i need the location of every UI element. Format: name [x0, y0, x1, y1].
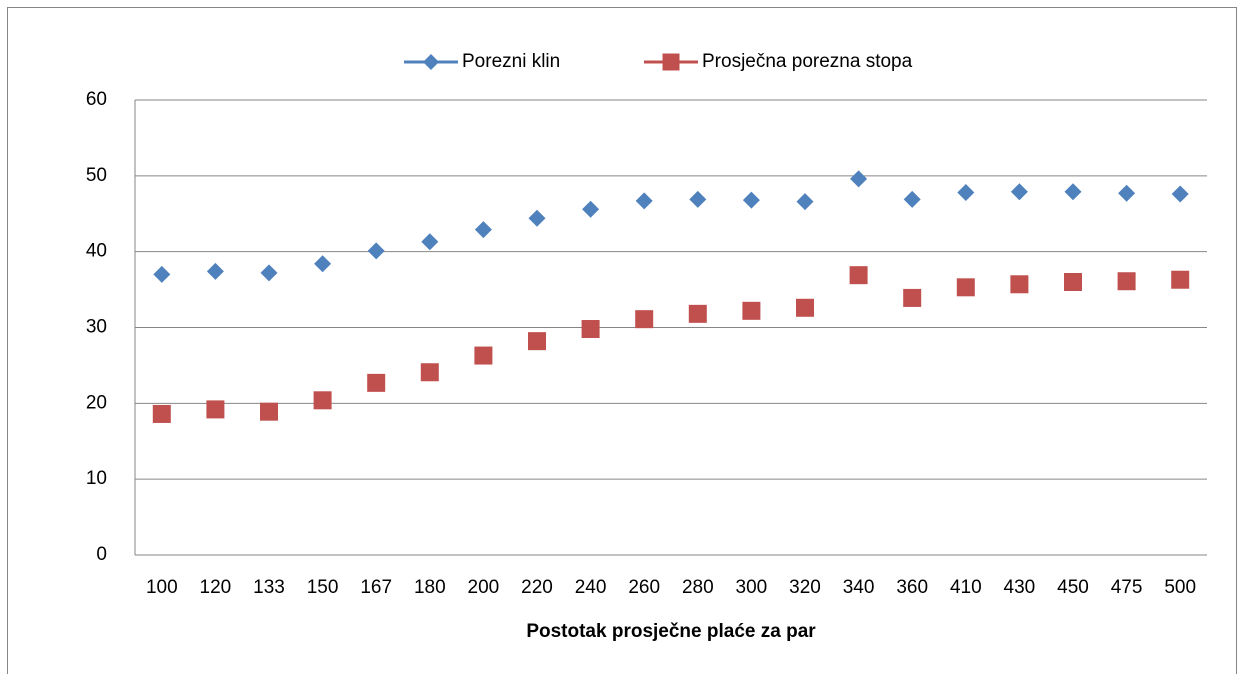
data-point: [849, 266, 868, 285]
x-tick-label: 320: [789, 577, 821, 598]
data-point: [206, 400, 225, 419]
data-point: [850, 170, 868, 188]
data-point: [260, 264, 278, 282]
x-tick-label: 220: [521, 577, 553, 598]
data-point: [1064, 183, 1082, 201]
x-tick-label: 100: [146, 577, 178, 598]
data-point: [260, 402, 278, 421]
x-tick-label: 475: [1111, 577, 1143, 598]
data-point: [1010, 183, 1028, 201]
data-point: [1171, 270, 1190, 289]
data-point: [957, 184, 975, 202]
data-point: [903, 288, 922, 307]
x-tick-label: 180: [414, 577, 446, 598]
data-point: [152, 404, 171, 423]
legend-marker: [662, 53, 680, 71]
y-tick-label: 20: [86, 392, 107, 413]
x-tick-label: 300: [736, 577, 768, 598]
data-point: [688, 304, 707, 323]
x-tick-label: 450: [1057, 577, 1089, 598]
data-point: [474, 221, 492, 239]
x-tick-label: 340: [843, 577, 875, 598]
x-tick-label: 120: [200, 577, 232, 598]
x-axis-title: Postotak prosječne plaće za par: [526, 621, 816, 642]
data-point: [689, 190, 707, 208]
data-point: [367, 373, 386, 392]
data-point: [420, 363, 439, 382]
data-point: [421, 233, 439, 251]
x-tick-label: 430: [1004, 577, 1036, 598]
data-point: [742, 301, 761, 320]
x-tick-label: 240: [575, 577, 607, 598]
data-point: [1064, 273, 1082, 291]
data-point: [1010, 275, 1029, 294]
data-point: [1118, 184, 1136, 202]
legend-label: Prosječna porezna stopa: [702, 51, 913, 72]
x-tick-label: 410: [950, 577, 982, 598]
y-tick-label: 60: [86, 89, 107, 110]
x-tick-label: 360: [896, 577, 928, 598]
x-tick-label: 280: [682, 577, 714, 598]
y-tick-label: 40: [86, 241, 107, 262]
data-point: [796, 298, 814, 317]
data-point: [367, 242, 385, 260]
data-point: [635, 192, 653, 210]
data-point: [1117, 272, 1136, 291]
y-tick-label: 0: [96, 544, 107, 565]
data-point: [956, 278, 975, 297]
data-point: [528, 209, 546, 227]
x-tick-label: 133: [253, 577, 285, 598]
data-point: [635, 310, 654, 329]
data-point: [903, 190, 921, 208]
data-point: [796, 193, 814, 211]
data-point: [153, 265, 171, 283]
y-tick-label: 50: [86, 165, 107, 186]
y-tick-label: 30: [86, 317, 107, 338]
data-point: [1171, 185, 1189, 203]
x-tick-label: 167: [360, 577, 392, 598]
data-point: [313, 391, 332, 410]
x-tick-label: 500: [1164, 577, 1196, 598]
x-tick-label: 260: [628, 577, 660, 598]
data-point: [314, 255, 332, 273]
legend-marker: [423, 54, 439, 70]
data-point: [474, 346, 493, 365]
x-tick-label: 200: [468, 577, 500, 598]
legend-label: Porezni klin: [462, 51, 560, 72]
data-point: [742, 191, 760, 209]
data-point: [582, 200, 600, 218]
y-tick-label: 10: [86, 468, 107, 489]
chart-border: [7, 7, 1237, 674]
data-point: [206, 262, 224, 280]
x-tick-label: 150: [307, 577, 339, 598]
data-point: [581, 320, 600, 339]
data-point: [528, 332, 546, 351]
